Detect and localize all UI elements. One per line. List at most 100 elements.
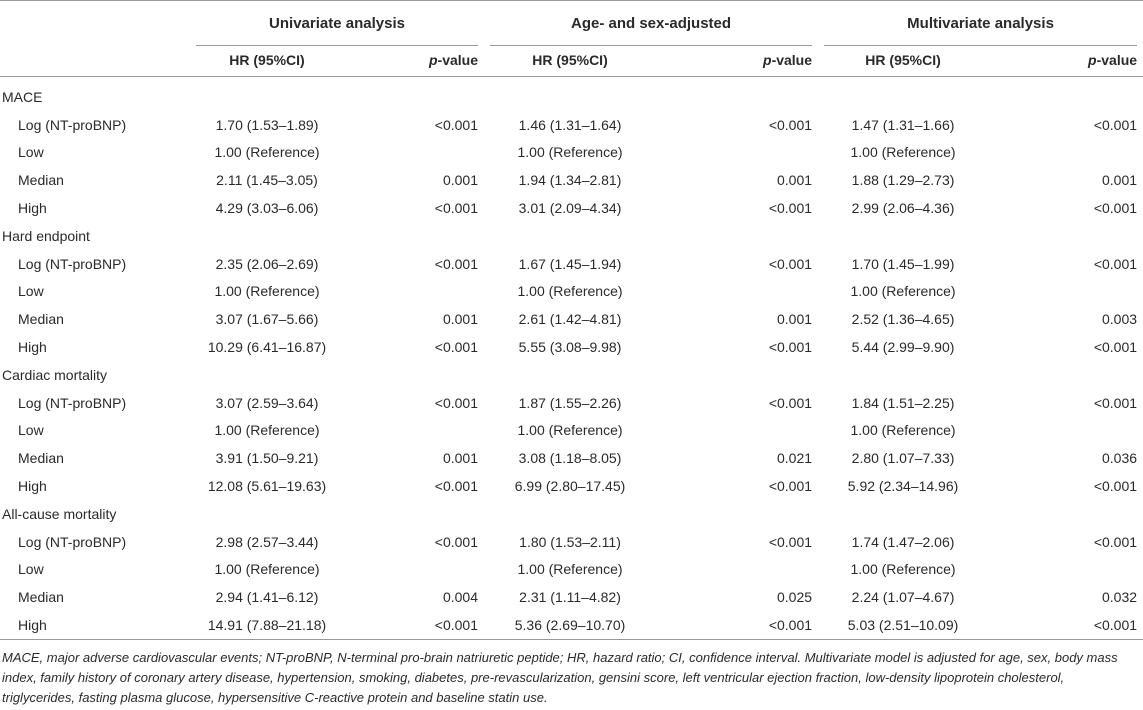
cell-p-univariate: <0.001 (434, 200, 479, 217)
cell-hr-age-sex: 1.46 (1.31–1.64) (518, 116, 622, 133)
cell-hr-multivariate: 2.24 (1.07–4.67) (851, 589, 955, 606)
cell-hr-univariate: 10.29 (6.41–16.87) (207, 339, 327, 356)
cell-p-multivariate: 0.001 (1102, 172, 1138, 189)
cell-p-univariate (344, 417, 484, 445)
section-title: MACE (2, 88, 43, 105)
cell-hr-age-sex: 1.00 (Reference) (517, 144, 623, 161)
cell-hr-age-sex: 1.87 (1.55–2.26) (518, 394, 622, 411)
cell-p-age-sex: <0.001 (768, 116, 813, 133)
column-header-hr-age-sex: HR (95%CI) (484, 46, 657, 77)
table-row: High 14.91 (7.88–21.18) <0.001 5.36 (2.69–1… (0, 611, 1143, 640)
cell-hr-multivariate: 1.70 (1.45–1.99) (851, 255, 955, 272)
cell-hr-univariate: 4.29 (3.03–6.06) (215, 200, 319, 217)
cell-hr-univariate: 3.91 (1.50–9.21) (215, 450, 319, 467)
row-label: Median (18, 311, 64, 328)
cell-hr-univariate: 1.00 (Reference) (214, 422, 320, 439)
cell-hr-age-sex: 3.08 (1.18–8.05) (518, 450, 622, 467)
group-header-multivariate: Multivariate analysis (818, 0, 1143, 45)
cell-p-age-sex (656, 556, 818, 584)
cell-p-multivariate (988, 278, 1143, 306)
cell-p-multivariate: <0.001 (1093, 200, 1138, 217)
cell-p-univariate: <0.001 (344, 611, 485, 640)
cell-hr-age-sex: 1.94 (1.34–2.81) (518, 172, 622, 189)
section-title: Hard endpoint (2, 227, 90, 244)
cell-hr-univariate: 1.00 (Reference) (214, 144, 320, 161)
cell-hr-multivariate: 1.84 (1.51–2.25) (851, 394, 955, 411)
section-title: Cardiac mortality (2, 366, 108, 383)
cell-hr-univariate: 1.00 (Reference) (214, 283, 320, 300)
cell-hr-age-sex: 2.61 (1.42–4.81) (518, 311, 622, 328)
cell-p-age-sex: <0.001 (768, 255, 813, 272)
cell-hr-age-sex: 5.36 (2.69–10.70) (484, 611, 657, 640)
row-label: Log (NT-proBNP) (18, 394, 127, 411)
cell-p-multivariate: 0.032 (1102, 589, 1138, 606)
cell-hr-univariate: 2.94 (1.41–6.12) (215, 589, 319, 606)
cell-p-multivariate: <0.001 (1093, 394, 1138, 411)
cell-hr-multivariate: 2.99 (2.06–4.36) (851, 200, 955, 217)
cell-hr-multivariate: 1.88 (1.29–2.73) (851, 172, 955, 189)
cell-hr-multivariate: 1.00 (Reference) (850, 422, 956, 439)
table-row: Median 2.11 (1.45–3.05) 0.001 1.94 (1.34–2.… (0, 166, 1143, 194)
cell-p-multivariate: 0.036 (1102, 450, 1138, 467)
cell-p-univariate: <0.001 (434, 478, 479, 495)
cell-p-univariate: <0.001 (434, 255, 479, 272)
cell-p-age-sex: <0.001 (768, 533, 813, 550)
table-body: MACE Log (NT-proBNP) 1.70 (1.53–1.89) <0.00… (0, 77, 1143, 640)
cell-p-univariate (344, 556, 484, 584)
column-header-hr-multivariate: HR (95%CI) (818, 46, 989, 77)
cell-hr-age-sex: 6.99 (2.80–17.45) (514, 478, 626, 495)
row-label: Log (NT-proBNP) (18, 533, 127, 550)
row-label: Median (18, 450, 64, 467)
cell-p-univariate: 0.004 (442, 589, 479, 606)
table-row: Median 2.94 (1.41–6.12) 0.004 2.31 (1.11–4.… (0, 583, 1143, 611)
cell-p-multivariate (988, 417, 1143, 445)
header-row-label-cell (0, 46, 190, 77)
table-row: Log (NT-proBNP) 2.98 (2.57–3.44) <0.001 1.8… (0, 528, 1143, 556)
table-row: Log (NT-proBNP) 1.70 (1.53–1.89) <0.001 1.4… (0, 111, 1143, 139)
cell-p-univariate: <0.001 (434, 339, 479, 356)
cell-hr-multivariate: 2.52 (1.36–4.65) (851, 311, 955, 328)
row-label: High (0, 611, 190, 640)
row-label: Median (18, 172, 64, 189)
cell-hr-multivariate: 5.44 (2.99–9.90) (851, 339, 955, 356)
column-header-p-multivariate: p-value (988, 46, 1143, 77)
table-row: High 12.08 (5.61–19.63) <0.001 6.99 (2.80–1… (0, 472, 1143, 500)
column-header-hr-univariate: HR (95%CI) (190, 46, 344, 77)
group-underline-age-sex-adjusted (484, 45, 818, 46)
section-title: All-cause mortality (2, 505, 117, 522)
cell-p-multivariate (988, 556, 1143, 584)
cell-p-age-sex: <0.001 (768, 394, 813, 411)
cell-p-univariate: <0.001 (434, 116, 479, 133)
group-underline-univariate (190, 45, 484, 46)
table-row: Log (NT-proBNP) 3.07 (2.59–3.64) <0.001 1.8… (0, 389, 1143, 417)
cell-hr-age-sex: 1.00 (Reference) (517, 283, 623, 300)
cell-hr-univariate: 3.07 (2.59–3.64) (215, 394, 319, 411)
cell-p-univariate: 0.001 (442, 311, 479, 328)
cell-p-multivariate: <0.001 (1093, 533, 1138, 550)
cell-hr-univariate: 3.07 (1.67–5.66) (215, 311, 319, 328)
table-row: High 4.29 (3.03–6.06) <0.001 3.01 (2.09–4.3… (0, 194, 1143, 222)
cell-hr-multivariate: 1.00 (Reference) (850, 144, 956, 161)
cell-hr-univariate: 2.11 (1.45–3.05) (216, 172, 318, 189)
table-row: Low 1.00 (Reference) 1.00 (Reference) 1.00 … (0, 417, 1143, 445)
cell-p-age-sex (656, 139, 818, 167)
cell-p-multivariate: <0.001 (1093, 478, 1138, 495)
table-row: Low 1.00 (Reference) 1.00 (Reference) 1.00 … (0, 139, 1143, 167)
cell-hr-univariate: 1.70 (1.53–1.89) (215, 116, 319, 133)
cell-p-multivariate: <0.001 (988, 611, 1143, 640)
cell-hr-multivariate: 1.47 (1.31–1.66) (851, 116, 955, 133)
table-row: Median 3.07 (1.67–5.66) 0.001 2.61 (1.42–4.… (0, 305, 1143, 333)
group-underline-multivariate (818, 45, 1143, 46)
row-label: Log (NT-proBNP) (18, 116, 127, 133)
cell-hr-multivariate: 5.92 (2.34–14.96) (847, 478, 959, 495)
row-label: High (18, 478, 47, 495)
cell-hr-age-sex: 1.00 (Reference) (517, 561, 623, 578)
hazard-ratio-table: Univariate analysis Age- and sex-adjuste… (0, 0, 1143, 640)
row-label: Median (18, 589, 64, 606)
cell-p-age-sex: 0.025 (776, 589, 813, 606)
section-header-row: MACE (0, 77, 1143, 111)
cell-p-multivariate: <0.001 (1093, 339, 1138, 356)
cell-hr-multivariate: 2.80 (1.07–7.33) (851, 450, 955, 467)
cell-p-univariate: 0.001 (442, 172, 479, 189)
